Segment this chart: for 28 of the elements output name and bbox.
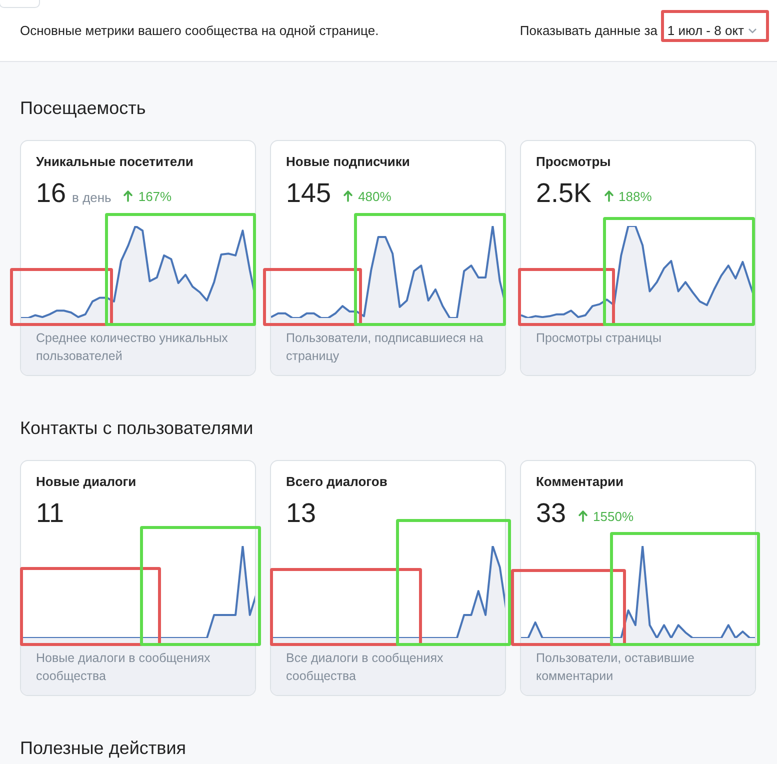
chart-title: Комментарии xyxy=(536,474,624,489)
text: 480% xyxy=(357,188,392,204)
chart-subtitle: 16 в день xyxy=(36,178,112,209)
x-axis-title: Просмотры страницы xyxy=(536,330,662,347)
text: 1 июл - 8 окт xyxy=(667,23,744,38)
x-axis-title: Пользователи, подписавшиеся на страницу xyxy=(286,330,484,365)
text: 167% xyxy=(137,188,172,204)
text: 188% xyxy=(618,188,652,204)
chart-title: Новые диалоги xyxy=(36,474,136,489)
text: Полезные действия xyxy=(20,737,187,760)
x-axis-title: Пользователи, оставившие комментарии xyxy=(536,650,696,685)
text: Показывать данные за xyxy=(520,23,658,38)
text: Контакты с пользователями xyxy=(20,417,254,440)
text: Основные метрики вашего сообщества на одной странице. xyxy=(20,23,379,38)
x-axis-title: Все диалоги в сообщениях сообщества xyxy=(286,650,444,685)
chart-subtitle: 2.5K xyxy=(536,178,592,209)
chart-title: Уникальные посетители xyxy=(36,154,194,169)
chart-title: Новые подписчики xyxy=(286,154,410,169)
text: Посещаемость xyxy=(20,97,147,120)
chart-subtitle: 13 xyxy=(286,498,316,529)
chart-subtitle: 145 xyxy=(286,178,332,209)
text: 1550% xyxy=(592,508,634,524)
chart-subtitle: 11 xyxy=(36,498,64,529)
chart-title: Всего диалогов xyxy=(286,474,388,489)
x-axis-title: Новые диалоги в сообщениях сообщества xyxy=(36,650,212,685)
chart-subtitle: 33 xyxy=(536,498,566,529)
x-axis-title: Среднее количество уникальных пользователей xyxy=(36,330,229,365)
chart-title: Просмотры xyxy=(536,154,611,169)
